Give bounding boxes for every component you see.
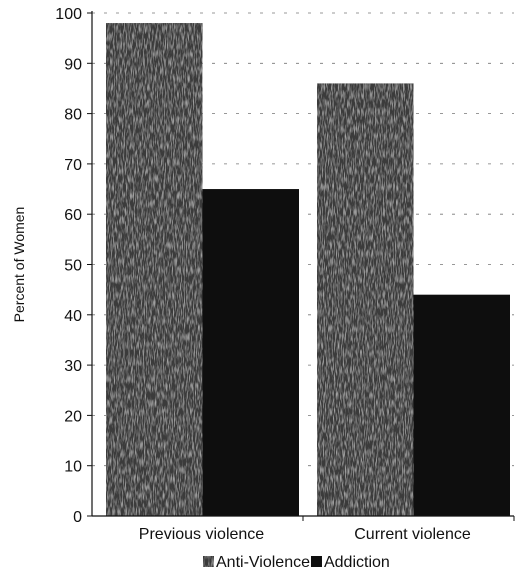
legend-swatch — [310, 556, 322, 567]
y-tick-label: 90 — [64, 56, 82, 73]
bar-addiction-0 — [202, 189, 299, 517]
y-tick-label: 70 — [64, 157, 82, 174]
bar-anti-violence-0 — [106, 23, 203, 517]
y-tick-label: 20 — [64, 408, 82, 425]
y-tick-label: 50 — [64, 258, 82, 275]
category-label: Previous violence — [139, 526, 265, 543]
legend-label: Addiction — [324, 554, 390, 571]
legend-swatch — [203, 556, 214, 567]
bar-anti-violence-1 — [317, 83, 414, 517]
legend: Anti-Violence Addiction — [203, 554, 390, 571]
y-tick-label: 60 — [64, 207, 82, 224]
y-tick-label: 40 — [64, 308, 82, 325]
y-tick-label: 80 — [64, 107, 82, 124]
y-tick-labels: 0 10 20 30 40 50 60 70 80 90 100 — [55, 6, 82, 526]
y-tick-label: 30 — [64, 358, 82, 375]
y-tick-label: 0 — [73, 509, 82, 526]
category-label: Current violence — [354, 526, 471, 543]
y-tick-label: 100 — [55, 6, 82, 23]
category-labels: Previous violence Current violence — [139, 526, 471, 543]
legend-label: Anti-Violence — [216, 554, 310, 571]
y-tick-label: 10 — [64, 459, 82, 476]
bar-addiction-1 — [413, 294, 510, 516]
axes — [87, 11, 515, 521]
bars — [106, 23, 510, 517]
y-axis-title: Percent of Women — [11, 207, 27, 323]
